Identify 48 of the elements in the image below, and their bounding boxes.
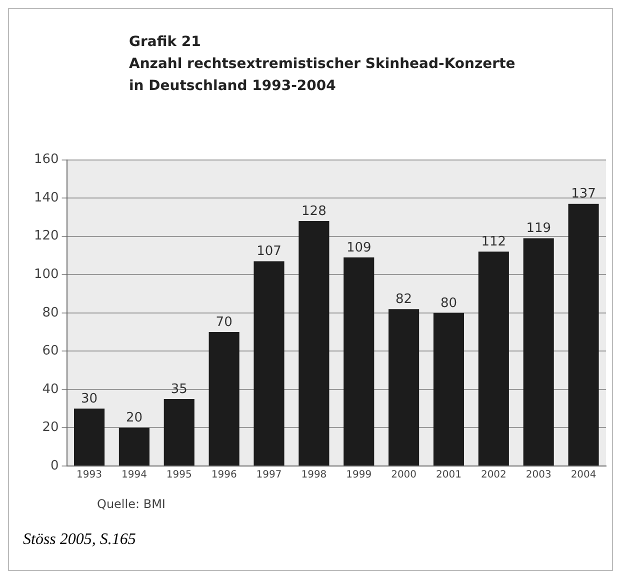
x-tick-label: 2004	[570, 470, 596, 481]
y-tick-label: 120	[34, 228, 59, 244]
y-tick-label: 0	[50, 458, 59, 474]
x-tick-label: 2003	[526, 470, 552, 481]
bar	[164, 399, 194, 466]
bar	[388, 309, 420, 466]
bar	[433, 312, 464, 466]
bar	[208, 332, 240, 466]
data-label: 80	[440, 296, 458, 311]
bar	[344, 257, 374, 466]
x-tick-label: 1993	[76, 470, 102, 481]
y-tick-label: 100	[34, 267, 59, 282]
bar	[74, 408, 105, 466]
bar	[254, 261, 284, 466]
text: Stöss 2005, S.165	[23, 531, 136, 549]
x-tick-label: 1996	[211, 470, 237, 481]
chart-title: Grafik 21 Anzahl rechtsextremistischer Skinhead-Konzerte in Deutschland 1993-2004	[129, 33, 516, 96]
bar	[118, 428, 150, 466]
data-label: 70	[216, 314, 232, 330]
data-label: 137	[571, 186, 596, 202]
data-label: 109	[346, 240, 372, 256]
bar	[478, 252, 509, 466]
bar	[568, 204, 599, 466]
x-tick-label: 1999	[346, 470, 372, 481]
x-tick-label: 2002	[480, 470, 506, 481]
x-tick-label: 2001	[436, 470, 462, 481]
x-tick-label: 2000	[391, 470, 417, 481]
data-label: 128	[302, 204, 326, 219]
data-label: 82	[396, 292, 412, 307]
y-tick-label: 60	[42, 344, 59, 359]
x-tick-label: 1998	[301, 470, 327, 481]
y-tick-label: 40	[42, 382, 59, 397]
y-tick-label: 80	[42, 305, 59, 320]
data-label: 35	[170, 382, 188, 397]
y-tick-label: 160	[34, 152, 59, 168]
data-label: 112	[481, 234, 506, 250]
x-tick-label: 1997	[256, 470, 282, 481]
y-tick-label: 140	[34, 190, 59, 206]
data-label: 20	[126, 410, 142, 426]
data-label: 119	[526, 221, 552, 236]
x-tick-label: 1995	[166, 470, 192, 481]
data-label: 107	[256, 244, 282, 260]
bar	[298, 221, 330, 466]
x-tick-label: 1994	[121, 470, 147, 481]
y-tick-label: 20	[42, 420, 59, 436]
bar	[523, 238, 554, 466]
data-label: 30	[81, 391, 98, 406]
source-note: Quelle: BMI	[97, 497, 166, 511]
